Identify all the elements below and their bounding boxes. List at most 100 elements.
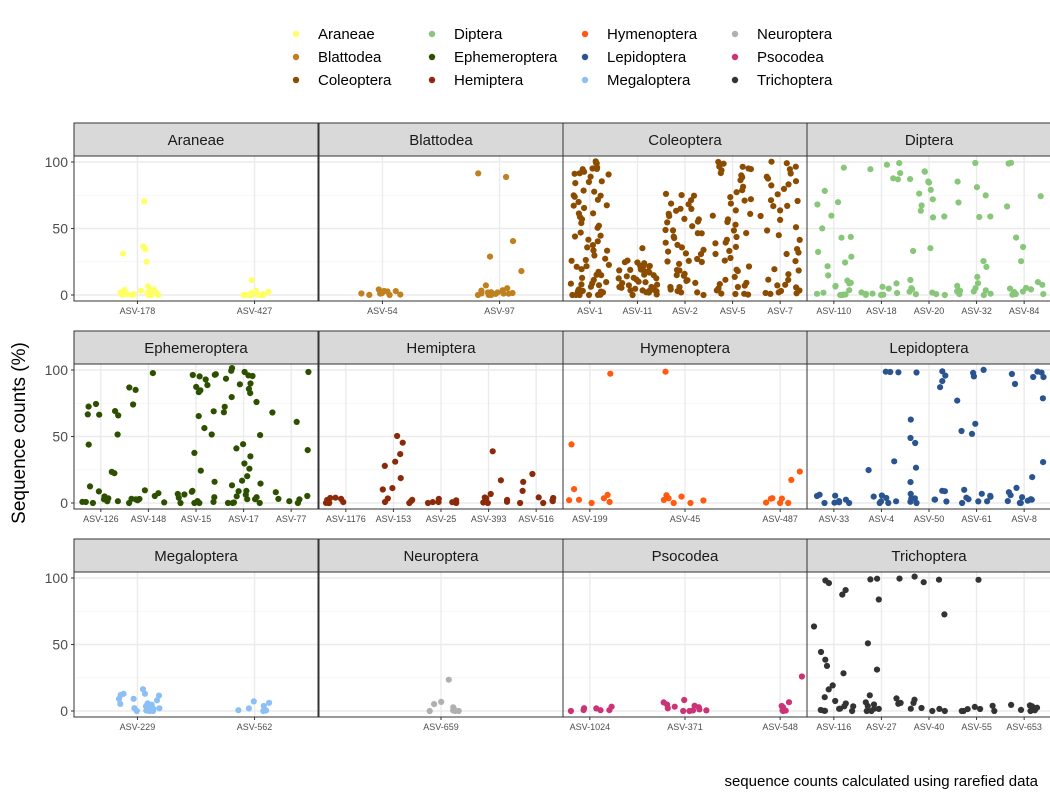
data-point bbox=[698, 230, 705, 237]
facet-strip bbox=[562, 538, 808, 573]
data-point bbox=[982, 287, 989, 294]
data-point bbox=[678, 493, 685, 500]
data-point bbox=[632, 285, 639, 292]
data-point bbox=[115, 412, 122, 419]
data-point bbox=[893, 498, 900, 505]
data-point bbox=[379, 486, 386, 493]
data-point bbox=[579, 274, 586, 281]
x-tick-label: ASV-17 bbox=[228, 514, 259, 524]
data-point bbox=[518, 268, 525, 275]
data-point bbox=[480, 499, 487, 506]
data-point bbox=[573, 263, 580, 270]
data-point bbox=[925, 179, 933, 186]
data-point bbox=[870, 493, 877, 500]
data-point bbox=[681, 696, 688, 704]
data-point bbox=[489, 448, 496, 455]
data-point bbox=[917, 207, 924, 214]
data-point bbox=[879, 283, 886, 290]
data-point bbox=[991, 707, 998, 715]
data-point bbox=[798, 673, 806, 680]
data-point bbox=[792, 178, 800, 185]
data-point bbox=[918, 202, 925, 209]
data-point bbox=[694, 289, 701, 296]
facet-title: Blattodea bbox=[409, 132, 473, 149]
data-point bbox=[942, 372, 949, 379]
data-point bbox=[732, 243, 740, 250]
x-tick-label: ASV-148 bbox=[131, 514, 167, 524]
data-point bbox=[677, 205, 684, 212]
data-point bbox=[718, 290, 725, 297]
data-point bbox=[233, 445, 240, 452]
data-point bbox=[275, 495, 282, 502]
data-point bbox=[397, 475, 404, 482]
data-point bbox=[1019, 494, 1026, 501]
data-point bbox=[941, 488, 949, 495]
data-point bbox=[959, 499, 966, 507]
data-point bbox=[820, 289, 827, 296]
data-point bbox=[128, 291, 136, 299]
data-point bbox=[671, 703, 678, 710]
data-point bbox=[777, 499, 784, 507]
data-point bbox=[153, 697, 161, 704]
facet-title: Diptera bbox=[905, 132, 954, 149]
data-point bbox=[639, 245, 646, 252]
facet-title: Coleoptera bbox=[648, 132, 722, 149]
data-point bbox=[737, 177, 744, 184]
data-point bbox=[600, 495, 608, 502]
x-tick-label: ASV-562 bbox=[237, 722, 273, 732]
data-point bbox=[571, 233, 579, 240]
data-point bbox=[627, 287, 634, 294]
data-point bbox=[619, 280, 626, 287]
data-point bbox=[936, 705, 943, 713]
data-point bbox=[517, 499, 524, 507]
data-point bbox=[828, 212, 835, 219]
data-point bbox=[929, 196, 936, 203]
data-point bbox=[593, 271, 600, 278]
data-point bbox=[935, 576, 943, 583]
data-point bbox=[625, 282, 633, 289]
data-point bbox=[85, 441, 92, 448]
data-point bbox=[1017, 706, 1025, 714]
x-tick-label: ASV-84 bbox=[1009, 306, 1040, 316]
x-tick-label: ASV-371 bbox=[667, 722, 703, 732]
data-point bbox=[788, 476, 795, 483]
data-point bbox=[645, 289, 653, 296]
data-point bbox=[662, 190, 670, 197]
data-point bbox=[156, 705, 163, 712]
data-point bbox=[774, 282, 781, 289]
data-point bbox=[980, 366, 987, 373]
data-point bbox=[767, 290, 774, 297]
data-point bbox=[1007, 492, 1014, 499]
data-point bbox=[734, 268, 741, 275]
data-point bbox=[249, 372, 256, 380]
data-point bbox=[578, 281, 585, 288]
data-point bbox=[85, 403, 92, 410]
data-point bbox=[602, 255, 609, 262]
data-point bbox=[239, 477, 246, 484]
facet-strip bbox=[318, 538, 564, 573]
data-point bbox=[907, 479, 914, 486]
data-point bbox=[1027, 707, 1034, 715]
data-point bbox=[670, 499, 677, 507]
data-point bbox=[583, 263, 590, 270]
data-point bbox=[286, 498, 293, 505]
data-point bbox=[177, 499, 184, 507]
data-point bbox=[115, 695, 123, 703]
data-point bbox=[149, 370, 156, 377]
data-point bbox=[821, 707, 829, 714]
data-point bbox=[764, 227, 771, 234]
panel-hemiptera: Hemiptera ASV-1176 ASV-153 ASV-25 ASV-393 ASV… bbox=[318, 330, 564, 524]
data-point bbox=[590, 247, 597, 254]
data-point bbox=[666, 213, 673, 220]
data-point bbox=[700, 246, 707, 253]
data-point bbox=[475, 170, 482, 177]
data-point bbox=[682, 250, 690, 257]
data-point bbox=[780, 185, 788, 192]
data-point bbox=[785, 699, 793, 706]
data-point bbox=[980, 258, 987, 265]
data-point bbox=[597, 291, 604, 298]
data-point bbox=[975, 576, 982, 583]
data-point bbox=[840, 291, 847, 298]
x-tick-label: ASV-1024 bbox=[570, 722, 611, 732]
data-point bbox=[862, 291, 869, 298]
